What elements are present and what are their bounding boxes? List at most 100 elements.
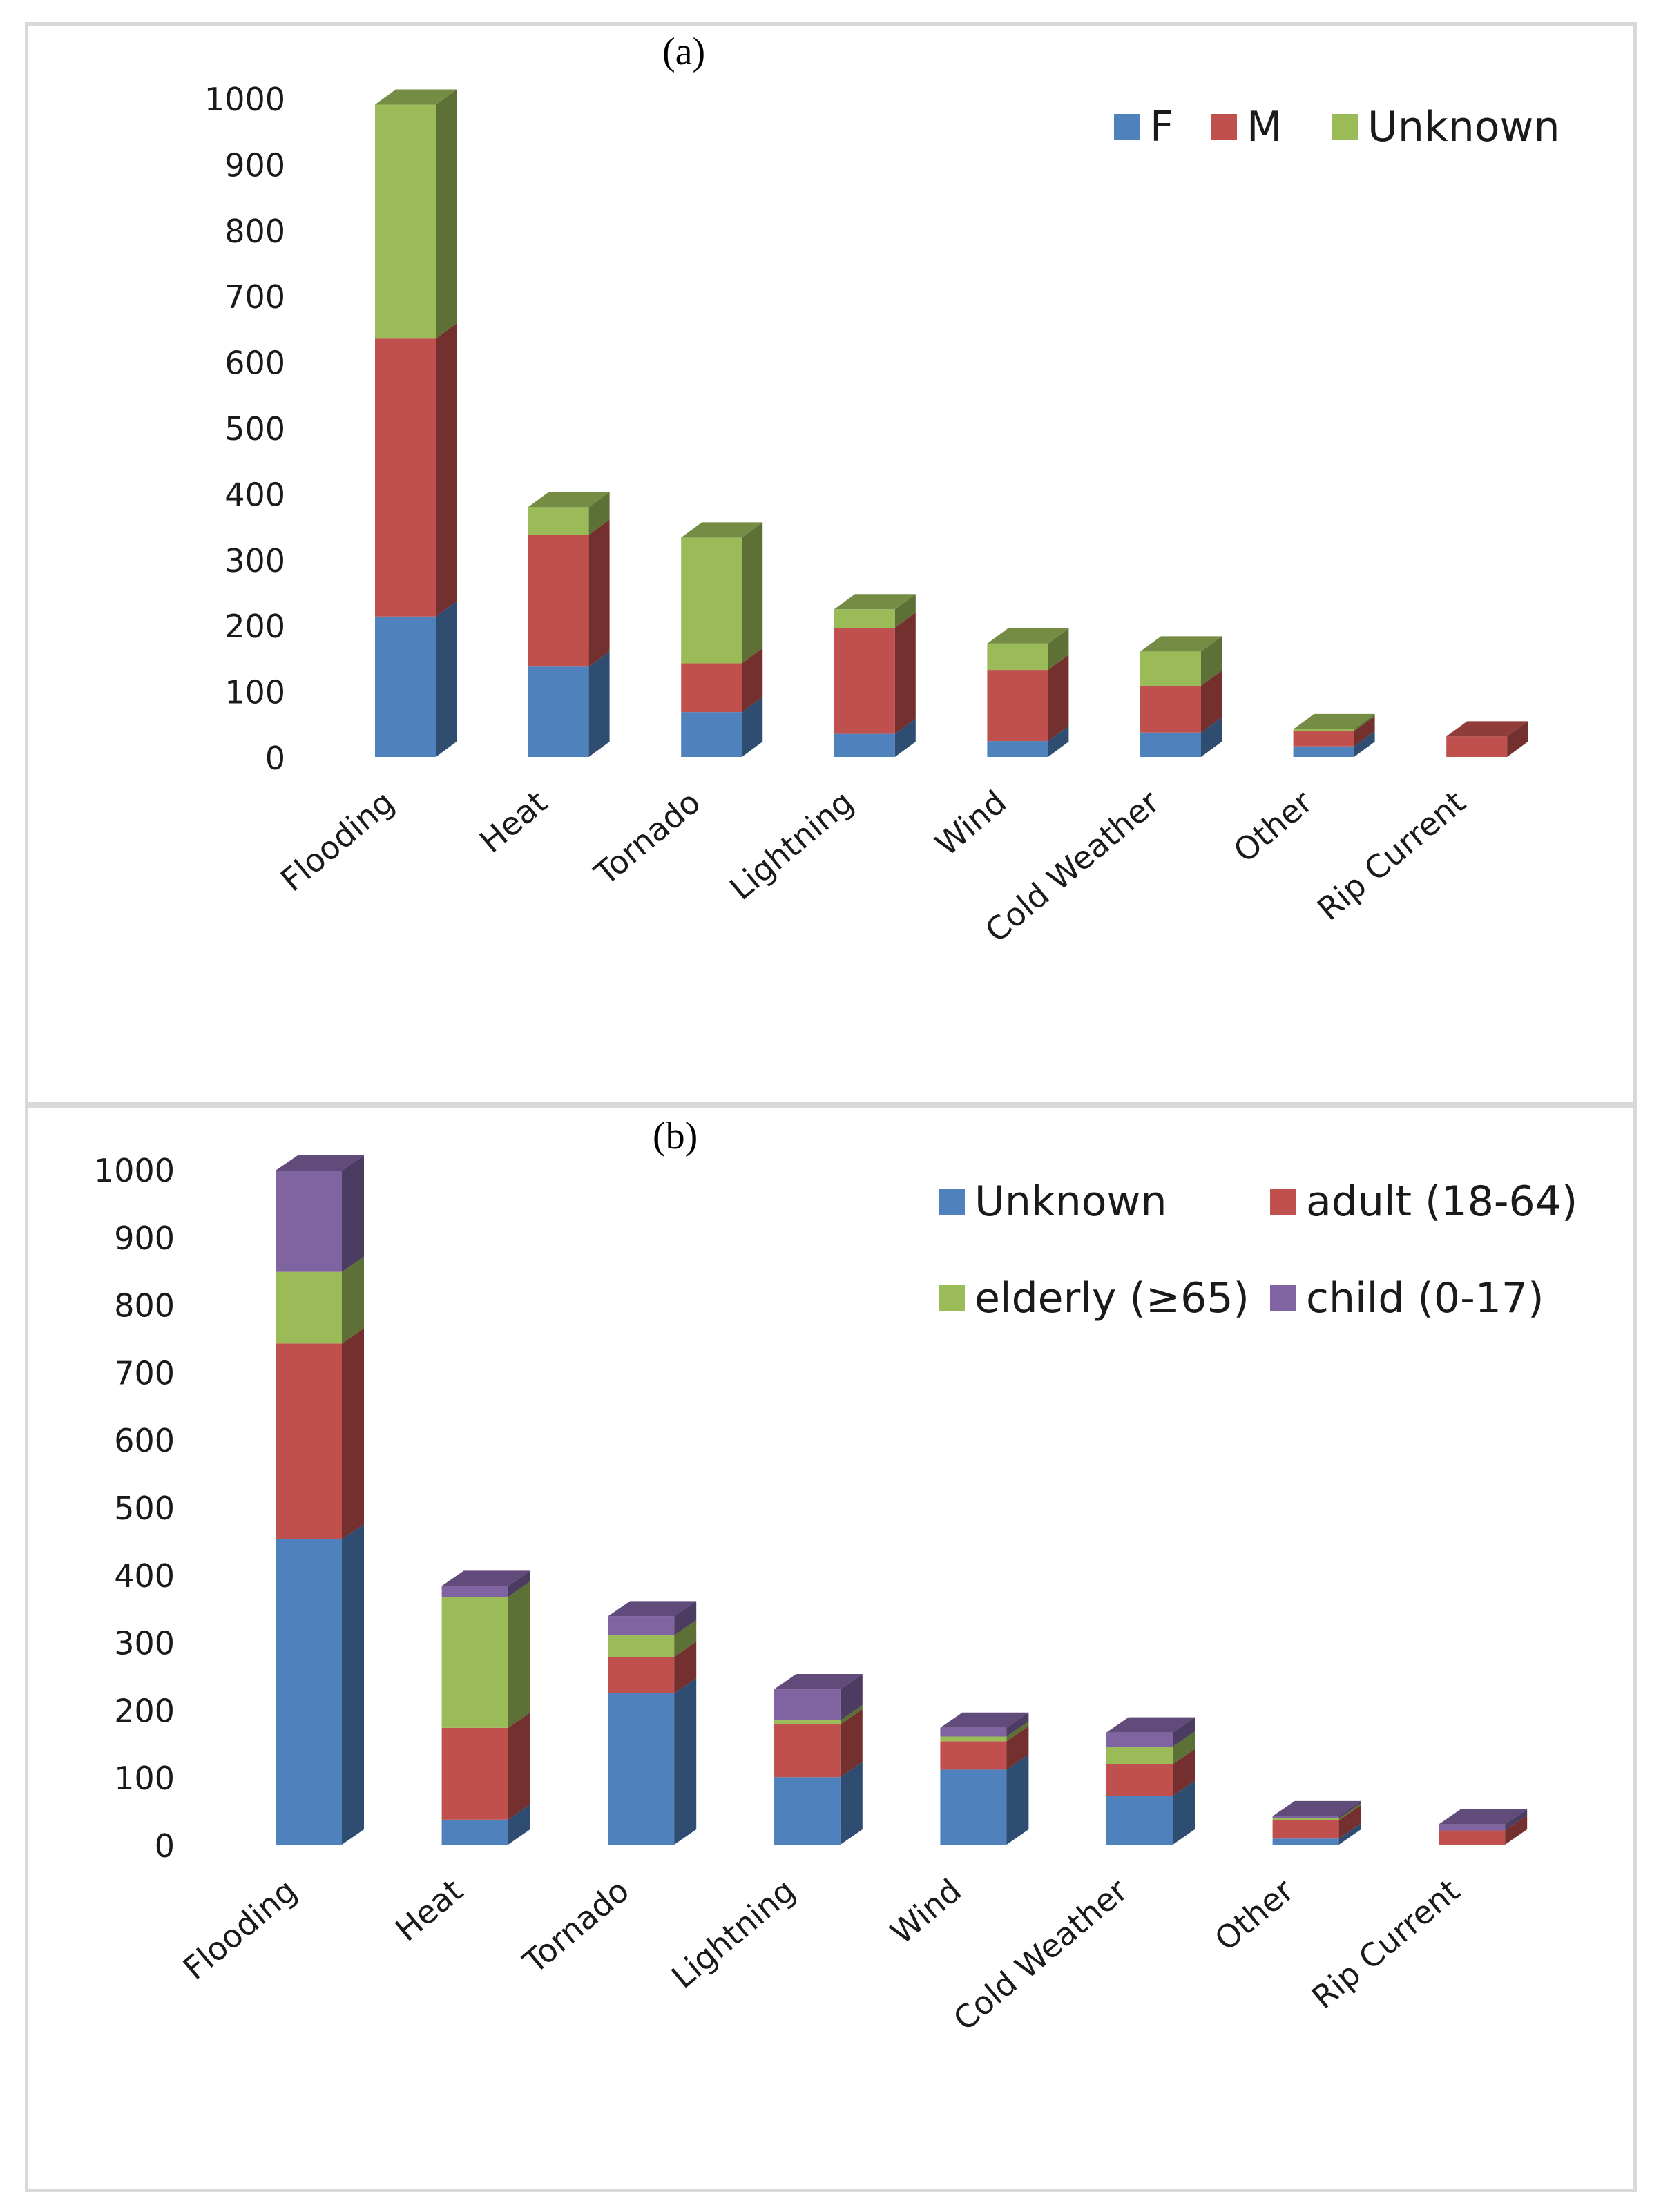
- bar-rip-current-adult-18-64: [1439, 1815, 1528, 1845]
- legend-item-unknown: Unknown: [939, 1177, 1167, 1226]
- bar-other-f: [1293, 731, 1375, 757]
- legend-label: elderly (≥65): [974, 1274, 1249, 1323]
- bar-rip-current-m: [1446, 721, 1528, 757]
- y-tick-label-b: 700: [114, 1354, 175, 1392]
- bar-lightning-unknown: [774, 1762, 863, 1845]
- y-tick-label-b: 1000: [94, 1152, 175, 1189]
- bar-lightning-elderly-65: [774, 1705, 863, 1724]
- y-tick-label-a: 700: [224, 278, 285, 316]
- legend-label: Unknown: [974, 1177, 1167, 1226]
- legend-swatch-unknown: [939, 1189, 965, 1215]
- bar-lightning-adult-18-64: [774, 1709, 863, 1778]
- bar-wind-elderly-65: [940, 1721, 1029, 1742]
- bar-flooding-unknown: [276, 1523, 364, 1845]
- bar-lightning-unknown: [834, 594, 916, 628]
- bar-top-heat: [441, 1570, 530, 1586]
- x-tick-label-cold-weather: Cold Weather: [946, 1872, 1135, 2038]
- bar-top-lightning: [774, 1674, 863, 1690]
- legend-label: F: [1150, 103, 1174, 151]
- y-tick-label-a: 400: [224, 476, 285, 513]
- y-tick-label-a: 600: [224, 345, 285, 382]
- bar-top-heat: [528, 492, 610, 508]
- x-tick-label-heat: Heat: [472, 783, 554, 860]
- x-tick-label-flooding: Flooding: [273, 783, 401, 898]
- x-tick-label-tornado: Tornado: [587, 783, 707, 892]
- legend-item-adult-18-64: adult (18-64): [1270, 1177, 1577, 1226]
- bar-tornado-elderly-65: [608, 1619, 697, 1657]
- bar-other-elderly-65: [1272, 1802, 1361, 1820]
- legend-item-f: F: [1114, 103, 1174, 151]
- y-tick-label-a: 300: [224, 542, 285, 579]
- bar-top-tornado: [608, 1601, 697, 1617]
- bar-tornado-unknown: [608, 1677, 697, 1845]
- bar-top-wind: [940, 1712, 1029, 1728]
- legend-label: Unknown: [1367, 103, 1560, 151]
- y-tick-label-b: 100: [114, 1760, 175, 1797]
- bar-cold-weather-child-0-17: [1106, 1717, 1195, 1747]
- bar-heat-f: [528, 651, 610, 757]
- bar-top-lightning: [834, 594, 916, 610]
- legend-label: child (0-17): [1306, 1274, 1544, 1323]
- bar-wind-m: [987, 655, 1069, 742]
- x-tick-label-heat: Heat: [388, 1872, 470, 1949]
- bar-tornado-m: [681, 648, 763, 713]
- bar-heat-elderly-65: [441, 1581, 530, 1728]
- bar-heat-adult-18-64: [441, 1712, 530, 1820]
- legend-item-elderly-65: elderly (≥65): [939, 1274, 1249, 1323]
- bar-cold-weather-unknown: [1106, 1780, 1195, 1845]
- bar-tornado-f: [681, 697, 763, 757]
- bar-rip-current-child-0-17: [1439, 1809, 1528, 1831]
- y-tick-label-b: 300: [114, 1625, 175, 1662]
- bar-lightning-f: [834, 718, 916, 757]
- x-tick-label-other: Other: [1227, 783, 1320, 869]
- bar-other-unknown: [1272, 1823, 1361, 1845]
- bar-cold-weather-f: [1140, 717, 1222, 757]
- bar-lightning-child-0-17: [774, 1674, 863, 1721]
- y-tick-label-b: 900: [114, 1220, 175, 1257]
- bar-top-other: [1293, 713, 1375, 729]
- legend-swatch-adult-18-64: [1270, 1189, 1296, 1215]
- bar-wind-unknown: [940, 1754, 1029, 1845]
- chart-b-svg: 0 100 200 300 400 500 600 700 800 900 1000 Flooding…: [94, 1152, 1528, 2038]
- chart-a-svg: 0 100 200 300 400 500 600 700 800 900 1000 Flooding…: [204, 81, 1528, 950]
- bar-cold-weather-adult-18-64: [1106, 1749, 1195, 1796]
- bar-tornado-unknown: [681, 522, 763, 664]
- y-tick-label-a: 200: [224, 608, 285, 645]
- legend-swatch-elderly-65: [939, 1285, 965, 1311]
- legend-label: adult (18-64): [1306, 1177, 1578, 1226]
- bar-heat-unknown: [528, 492, 610, 535]
- panel-label-a: (a): [662, 30, 706, 73]
- bar-flooding-unknown: [375, 89, 457, 339]
- bar-other-unknown: [1293, 713, 1375, 731]
- bar-flooding-elderly-65: [276, 1256, 364, 1344]
- bar-wind-adult-18-64: [940, 1726, 1029, 1770]
- bar-other-child-0-17: [1272, 1800, 1361, 1818]
- x-tick-label-rip-current: Rip Current: [1305, 1872, 1467, 2016]
- bar-top-cold-weather: [1106, 1717, 1195, 1733]
- bar-heat-child-0-17: [441, 1570, 530, 1597]
- bar-top-cold-weather: [1140, 636, 1222, 652]
- y-tick-label-a: 100: [224, 674, 285, 711]
- x-tick-label-wind: Wind: [928, 783, 1013, 863]
- bar-lightning-m: [834, 613, 916, 734]
- bar-top-flooding: [276, 1155, 364, 1171]
- bar-flooding-adult-18-64: [276, 1328, 364, 1539]
- chart-panel-b: (b) 0 100 200 300 400 500 600 700 800 900 1000 Floo…: [25, 1105, 1637, 2192]
- y-tick-label-a: 0: [265, 740, 285, 777]
- bar-top-tornado: [681, 522, 763, 538]
- y-tick-label-b: 600: [114, 1422, 175, 1459]
- bar-wind-unknown: [987, 628, 1069, 671]
- bar-wind-child-0-17: [940, 1712, 1029, 1737]
- x-tick-label-lightning: Lightning: [664, 1872, 802, 1996]
- x-tick-label-flooding: Flooding: [176, 1872, 304, 1987]
- bar-tornado-adult-18-64: [608, 1642, 697, 1693]
- legend-swatch-m: [1211, 114, 1237, 140]
- y-tick-label-b: 200: [114, 1692, 175, 1729]
- y-tick-label-a: 1000: [204, 81, 285, 118]
- x-tick-label-other: Other: [1207, 1872, 1300, 1958]
- x-tick-label-lightning: Lightning: [722, 783, 860, 907]
- bar-flooding-m: [375, 323, 457, 617]
- legend-label: M: [1247, 103, 1283, 151]
- y-tick-label-a: 900: [224, 146, 285, 184]
- legend-item-unknown: Unknown: [1332, 103, 1560, 151]
